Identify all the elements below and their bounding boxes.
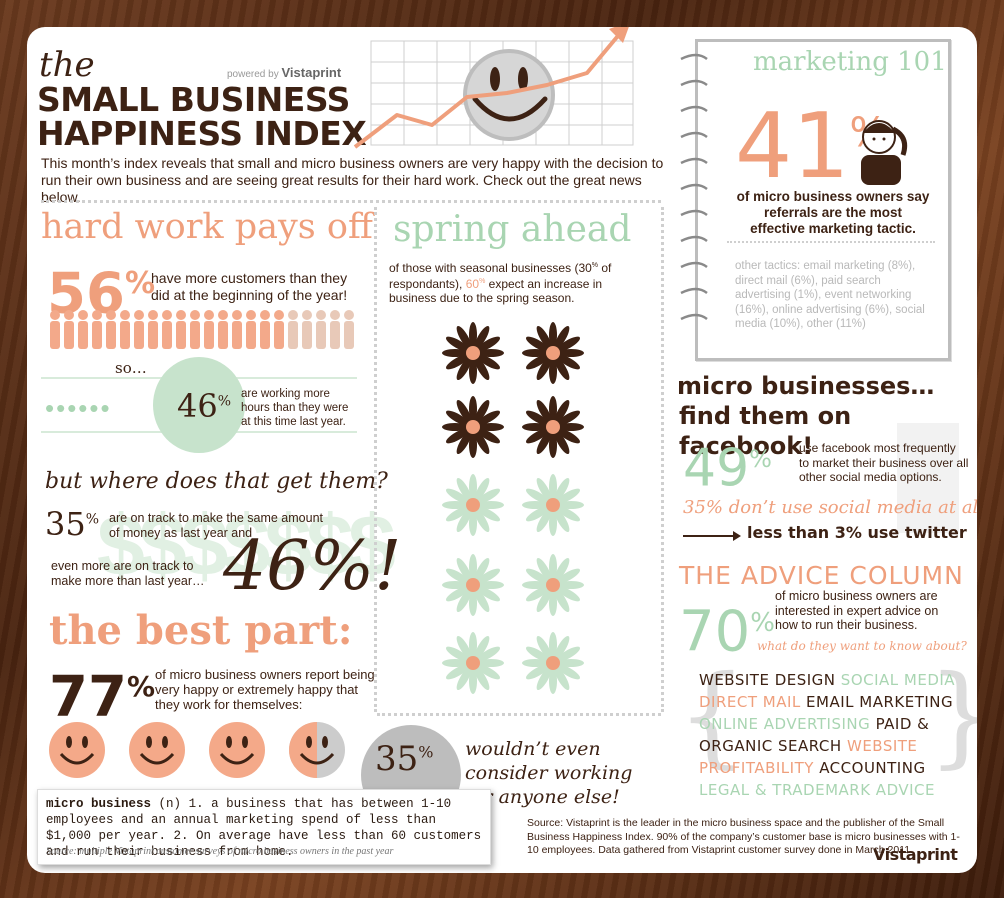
no-social-text: 35% don’t use social media at all, (683, 497, 977, 518)
twitter-text: less than 3% use twitter (747, 523, 967, 542)
heading-marketing: marketing 101 (753, 47, 947, 77)
heading-best-part: the best part: (49, 607, 353, 654)
divider-spring-bottom (377, 713, 661, 716)
smiley-row (49, 722, 345, 778)
flower-grid (442, 322, 584, 694)
stat-77-percent: 77% (49, 664, 155, 730)
spiral-binding-icon (677, 51, 713, 341)
flower-icon (442, 322, 504, 384)
divider-notebook (727, 241, 935, 243)
dots-decoration: •••••• (45, 393, 112, 423)
smiley-icon (289, 722, 345, 778)
advice-question: what do they want to know about? (757, 639, 967, 653)
definition-text: micro business (n) 1. a business that ha… (46, 797, 482, 859)
people-crowd-icon (50, 310, 354, 349)
stat-46-percent-money: 46%! (223, 527, 402, 606)
mint-circle (153, 357, 245, 453)
flower-icon (522, 474, 584, 536)
dollar-signs-icon: $$$$$$$ (97, 498, 396, 594)
stat-56-text: have more customers than they did at the… (151, 270, 348, 303)
facebook-f-icon (897, 423, 959, 533)
advice-line-6: LEGAL & TRADEMARK ADVICE (699, 781, 935, 799)
advice-line-5: PROFITABILITY ACCOUNTING (699, 759, 926, 777)
advice-line-4: ORGANIC SEARCH WEBSITE (699, 737, 918, 755)
definition-source: Source: multiple Vistaprint customer sur… (46, 846, 394, 857)
smiley-icon (129, 722, 185, 778)
flower-icon (442, 632, 504, 694)
stat-35-percent-employer: 35% (375, 739, 434, 779)
powered-by: powered by Vistaprint (227, 65, 342, 80)
stat-46-money-text: even more are on track to make more than… (51, 559, 205, 588)
title-the: the (39, 45, 95, 85)
title-line-2: HAPPINESS INDEX (37, 114, 367, 153)
flower-icon (522, 322, 584, 384)
smiley-icon (49, 722, 105, 778)
other-tactics: other tactics: email marketing (8%), dir… (735, 260, 925, 330)
growth-chart-icon (353, 27, 634, 149)
intro-text: This month’s index reveals that small an… (41, 155, 664, 205)
infographic-card: the SMALL BUSINESS HAPPINESS INDEX power… (27, 27, 977, 873)
flower-icon (442, 396, 504, 458)
spring-text: of those with seasonal businesses (30% o… (389, 261, 612, 305)
marketing-notebook (695, 39, 951, 361)
footer-source: Source: Vistaprint is the leader in the … (527, 817, 960, 856)
heading-facebook: micro businesses… find them on facebook! (677, 372, 935, 460)
stat-41-text: of micro business owners say referrals a… (736, 189, 930, 236)
brace-right: } (927, 655, 977, 775)
heading-advice: THE ADVICE COLUMN (679, 561, 964, 590)
vistaprint-logo: Vistaprint (873, 845, 958, 864)
page-title: SMALL BUSINESS HAPPINESS INDEX (37, 80, 367, 153)
stat-49-text: use facebook most frequently to market t… (799, 441, 969, 484)
divider (41, 200, 661, 203)
heading-hard-work: hard work pays off (41, 207, 373, 247)
stat-35-employer-text: wouldn’t even consider working for anyon… (465, 738, 633, 808)
divider-vertical (374, 207, 377, 712)
advice-line-1: WEBSITE DESIGN SOCIAL MEDIA (699, 671, 956, 689)
definition-box: micro business (n) 1. a business that ha… (37, 789, 491, 865)
vistaprint-logo-small: Vistaprint (281, 65, 342, 80)
advice-line-2: DIRECT MAIL EMAIL MARKETING (699, 693, 954, 711)
heading-spring: spring ahead (393, 209, 632, 250)
stat-70-text: of micro business owners are interested … (775, 589, 939, 632)
arrow-right-icon (683, 531, 741, 541)
heading-where: but where does that get them? (45, 469, 388, 494)
flower-icon (522, 554, 584, 616)
title-line-1: SMALL BUSINESS (37, 80, 350, 119)
stat-46-hours-text: are working more hours than they were at… (241, 388, 349, 428)
stat-35-percent-money: 35% (45, 505, 100, 543)
stat-35-money-text: are on track to make the same amount of … (109, 511, 323, 540)
stat-49-percent: 49% (683, 438, 772, 499)
advice-line-3: ONLINE ADVERTISING PAID & (699, 715, 930, 733)
divider-vertical-2 (661, 207, 664, 712)
stat-70-percent: 70% (679, 599, 775, 665)
stat-46-percent-hours: 46% (177, 387, 232, 425)
flower-icon (522, 632, 584, 694)
so-text: so… (115, 359, 147, 377)
phone-man-icon (861, 120, 908, 185)
smiley-icon (209, 722, 265, 778)
flower-icon (522, 396, 584, 458)
stat-77-text: of micro business owners report being ve… (155, 667, 375, 712)
flower-icon (442, 474, 504, 536)
flower-icon (442, 554, 504, 616)
brace-left: { (677, 651, 747, 779)
